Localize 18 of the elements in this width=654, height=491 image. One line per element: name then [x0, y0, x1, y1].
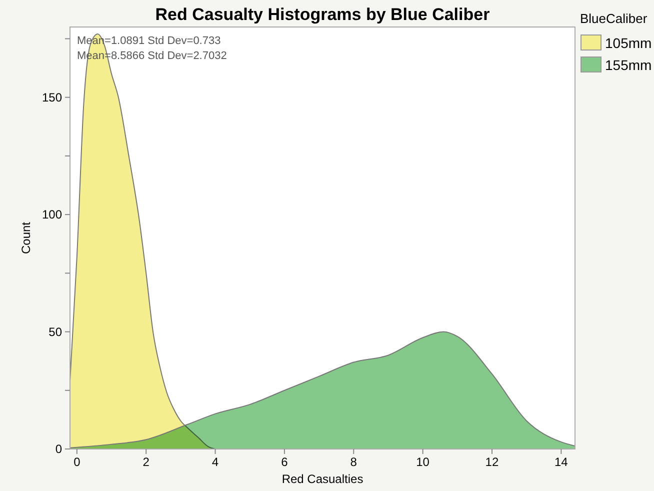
x-tick-label: 10: [416, 455, 430, 469]
legend-title: BlueCaliber: [580, 11, 648, 26]
x-tick-label: 4: [212, 455, 219, 469]
y-tick-label: 100: [42, 208, 62, 222]
x-tick-label: 2: [142, 455, 150, 469]
y-tick-label: 150: [42, 90, 62, 104]
x-tick-label: 6: [281, 455, 288, 469]
x-axis-title: Red Casualties: [282, 472, 364, 486]
x-tick-label: 12: [485, 455, 499, 469]
x-tick-label: 8: [350, 455, 358, 469]
x-tick-label: 14: [554, 455, 568, 469]
y-tick-label: 50: [48, 324, 62, 339]
legend-label: 155mm: [605, 57, 652, 73]
legend-label: 105mm: [605, 35, 652, 51]
y-tick-label: 0: [55, 442, 62, 456]
chart-title: Red Casualty Histograms by Blue Caliber: [155, 5, 490, 24]
x-tick-label: 0: [74, 455, 81, 469]
y-axis-title: Count: [19, 221, 33, 254]
